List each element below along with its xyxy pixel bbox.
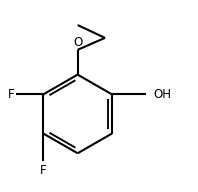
Text: F: F <box>7 88 14 101</box>
Text: F: F <box>40 164 47 176</box>
Text: O: O <box>73 36 82 49</box>
Text: OH: OH <box>154 88 172 101</box>
